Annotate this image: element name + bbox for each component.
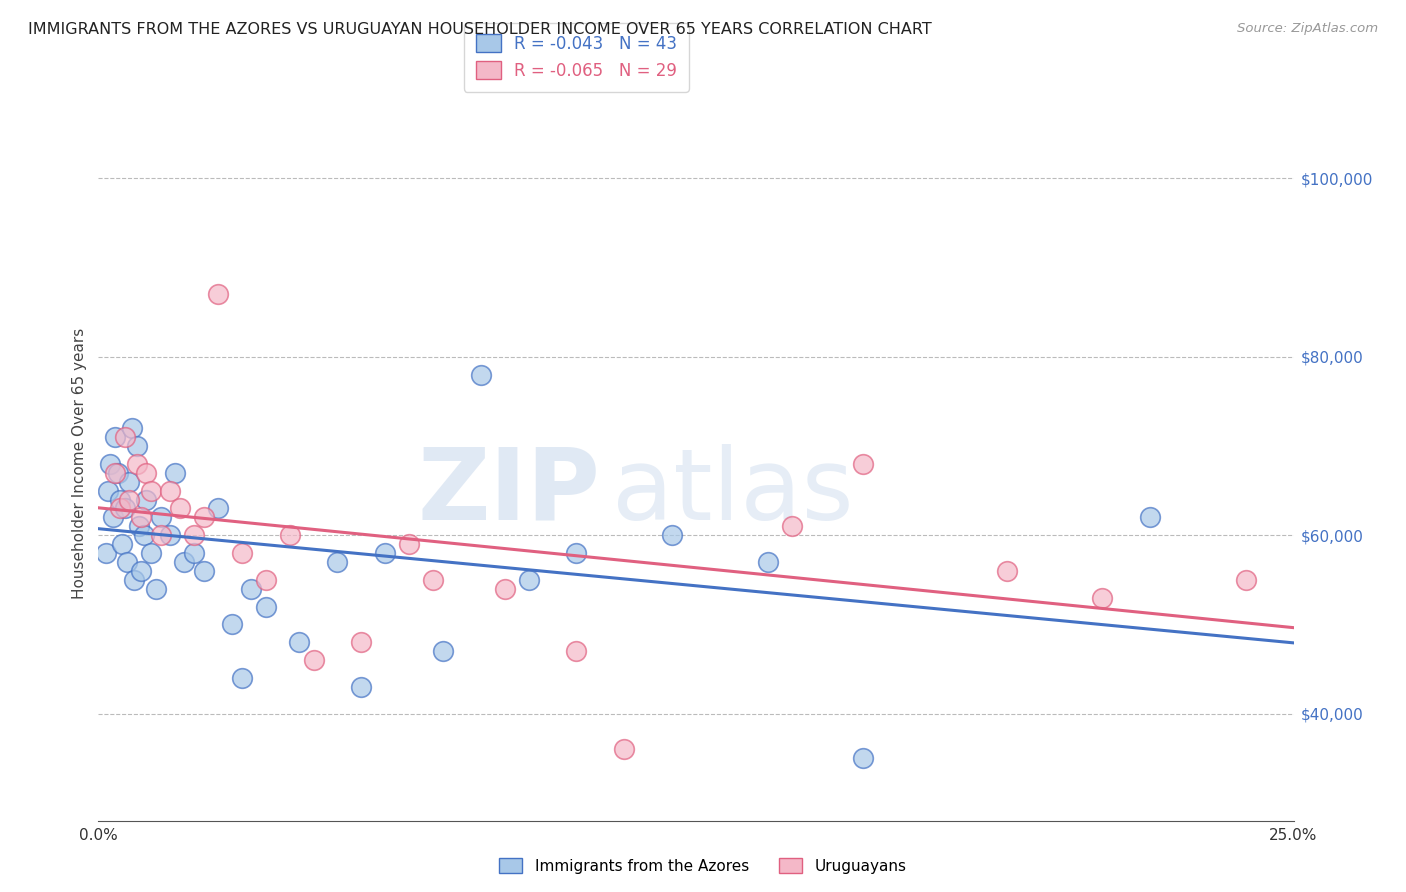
Legend: Immigrants from the Azores, Uruguayans: Immigrants from the Azores, Uruguayans <box>494 852 912 880</box>
Point <box>101 510 124 524</box>
Point <box>135 466 157 480</box>
Point <box>254 573 277 587</box>
Text: Source: ZipAtlas.com: Source: ZipAtlas.com <box>1237 22 1378 36</box>
Point <box>115 555 138 569</box>
Point <box>565 546 588 560</box>
Point <box>278 528 301 542</box>
Point <box>183 546 205 560</box>
Point <box>231 671 253 685</box>
Point <box>494 582 516 596</box>
Point <box>104 430 127 444</box>
Point <box>470 368 492 382</box>
Point <box>183 528 205 542</box>
Point <box>374 546 396 560</box>
Point <box>661 528 683 542</box>
Point <box>145 582 167 596</box>
Point <box>995 564 1018 578</box>
Point <box>118 492 141 507</box>
Point <box>1091 591 1114 605</box>
Point <box>163 466 186 480</box>
Point <box>422 573 444 587</box>
Point <box>169 501 191 516</box>
Point <box>135 492 157 507</box>
Point <box>350 635 373 649</box>
Point <box>124 573 146 587</box>
Point <box>852 457 875 471</box>
Text: ZIP: ZIP <box>418 444 600 541</box>
Point <box>111 537 134 551</box>
Point <box>254 599 277 614</box>
Point <box>756 555 779 569</box>
Point <box>107 466 129 480</box>
Point <box>118 475 141 489</box>
Point <box>108 492 131 507</box>
Point <box>149 510 172 524</box>
Point <box>159 528 181 542</box>
Point <box>97 483 120 498</box>
Point <box>139 546 162 560</box>
Point <box>125 457 148 471</box>
Point <box>159 483 181 498</box>
Point <box>288 635 311 649</box>
Point <box>108 501 131 516</box>
Point <box>98 457 122 471</box>
Point <box>121 421 143 435</box>
Point <box>613 742 636 756</box>
Point <box>132 528 155 542</box>
Text: IMMIGRANTS FROM THE AZORES VS URUGUAYAN HOUSEHOLDER INCOME OVER 65 YEARS CORRELA: IMMIGRANTS FROM THE AZORES VS URUGUAYAN … <box>28 22 932 37</box>
Point <box>1139 510 1161 524</box>
Point <box>94 546 117 560</box>
Point <box>240 582 263 596</box>
Point <box>780 519 803 533</box>
Point <box>193 564 215 578</box>
Point <box>432 644 454 658</box>
Point <box>207 501 229 516</box>
Y-axis label: Householder Income Over 65 years: Householder Income Over 65 years <box>72 328 87 599</box>
Point <box>149 528 172 542</box>
Point <box>398 537 420 551</box>
Text: atlas: atlas <box>613 444 853 541</box>
Point <box>131 564 153 578</box>
Point <box>326 555 349 569</box>
Point <box>302 653 325 667</box>
Point <box>193 510 215 524</box>
Point <box>350 680 373 694</box>
Point <box>852 751 875 765</box>
Point <box>517 573 540 587</box>
Point <box>221 617 243 632</box>
Point <box>207 287 229 301</box>
Point <box>125 439 148 453</box>
Point <box>173 555 195 569</box>
Point <box>128 519 150 533</box>
Point <box>565 644 588 658</box>
Point <box>104 466 127 480</box>
Point <box>139 483 162 498</box>
Point <box>231 546 253 560</box>
Point <box>131 510 153 524</box>
Legend: R = -0.043   N = 43, R = -0.065   N = 29: R = -0.043 N = 43, R = -0.065 N = 29 <box>464 22 689 92</box>
Point <box>114 430 136 444</box>
Point <box>1234 573 1257 587</box>
Point <box>114 501 136 516</box>
